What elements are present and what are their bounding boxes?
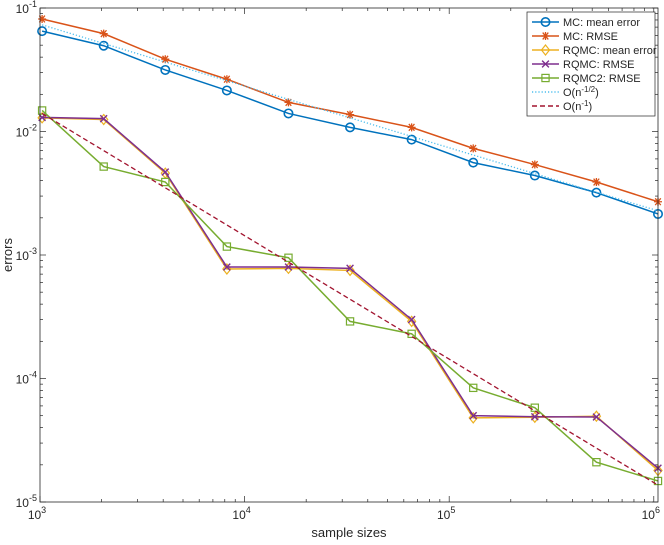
data-point bbox=[160, 64, 171, 75]
legend-label: O(n-1/2) bbox=[563, 85, 599, 99]
legend-marker bbox=[541, 60, 550, 68]
data-point bbox=[37, 111, 47, 124]
data-point bbox=[221, 85, 232, 96]
data-point bbox=[592, 413, 601, 421]
data-point bbox=[530, 403, 540, 412]
data-point bbox=[284, 98, 293, 107]
x-axis-label: sample sizes bbox=[311, 525, 387, 540]
tick-labels: 103 104 105 106 10-5 10-4 10-3 10-2 10-1 bbox=[16, 0, 660, 522]
x-tick-label: 103 bbox=[28, 505, 46, 522]
series-line bbox=[41, 30, 659, 215]
data-point bbox=[283, 108, 294, 119]
data-point bbox=[530, 411, 540, 424]
legend-entry[interactable]: O(n-1/2) bbox=[532, 85, 599, 99]
data-point bbox=[222, 242, 232, 251]
data-point bbox=[407, 123, 416, 132]
data-point bbox=[98, 113, 109, 126]
data-point bbox=[99, 29, 108, 38]
plot-frame bbox=[39, 7, 659, 503]
data-point bbox=[37, 26, 48, 37]
legend-marker bbox=[541, 73, 550, 83]
data-point bbox=[591, 187, 602, 198]
data-point bbox=[530, 160, 539, 169]
data-point bbox=[284, 253, 293, 262]
legend-label: RQMC2: RMSE bbox=[563, 73, 641, 85]
data-point bbox=[161, 168, 170, 176]
data-point bbox=[161, 177, 170, 187]
x-tick-label: 104 bbox=[232, 505, 250, 522]
x-tick-label: 105 bbox=[437, 505, 455, 522]
data-point bbox=[469, 411, 478, 420]
data-point bbox=[407, 315, 416, 324]
legend-entry[interactable]: MC: RMSE bbox=[532, 31, 618, 43]
x-tick-label: 106 bbox=[642, 505, 660, 522]
data-point bbox=[98, 40, 109, 51]
y-tick-label: 10-2 bbox=[16, 123, 37, 140]
data-point bbox=[38, 14, 47, 23]
data-point bbox=[530, 412, 539, 421]
data-point bbox=[99, 114, 108, 123]
legend-label: O(n-1) bbox=[563, 99, 592, 113]
legend-entry[interactable]: RQMC2: RMSE bbox=[532, 73, 641, 85]
legend-entry[interactable]: RQMC: RMSE bbox=[532, 59, 635, 71]
data-point bbox=[406, 134, 417, 145]
data-point bbox=[346, 110, 355, 119]
data-point bbox=[345, 317, 355, 326]
y-tick-label: 10-4 bbox=[16, 370, 37, 387]
y-tick-label: 10-5 bbox=[16, 493, 37, 510]
minor-ticks bbox=[40, 8, 658, 502]
data-point bbox=[345, 122, 356, 133]
data-point bbox=[468, 157, 479, 168]
data-point bbox=[222, 263, 231, 271]
data-point bbox=[469, 383, 478, 393]
data-point bbox=[346, 264, 354, 273]
data-point bbox=[592, 178, 601, 187]
data-point bbox=[284, 263, 293, 271]
data-point bbox=[222, 75, 231, 84]
y-tick-label: 10-1 bbox=[16, 0, 37, 16]
legend-entry[interactable]: RQMC: mean error bbox=[532, 44, 657, 57]
legend-entry[interactable]: O(n-1) bbox=[532, 99, 592, 113]
y-tick-label: 10-3 bbox=[16, 246, 37, 263]
legend-marker bbox=[540, 16, 551, 27]
data-point bbox=[469, 144, 478, 153]
series-line bbox=[41, 109, 659, 482]
data-point bbox=[406, 315, 417, 328]
legend-label: RQMC: RMSE bbox=[563, 59, 635, 71]
legend-label: RQMC: mean error bbox=[563, 45, 657, 57]
legend-marker bbox=[541, 32, 550, 40]
y-axis-label: errors bbox=[0, 238, 15, 272]
data-point bbox=[161, 55, 170, 64]
legend-label: MC: mean error bbox=[563, 17, 640, 29]
legend-entry[interactable]: MC: mean error bbox=[532, 16, 640, 29]
data-point bbox=[99, 162, 108, 171]
legend-marker bbox=[540, 44, 551, 56]
legend[interactable]: MC: mean error MC: RMSE RQMC: mean error RQ… bbox=[526, 11, 657, 117]
legend-label: MC: RMSE bbox=[563, 31, 618, 43]
data-point bbox=[592, 458, 601, 467]
